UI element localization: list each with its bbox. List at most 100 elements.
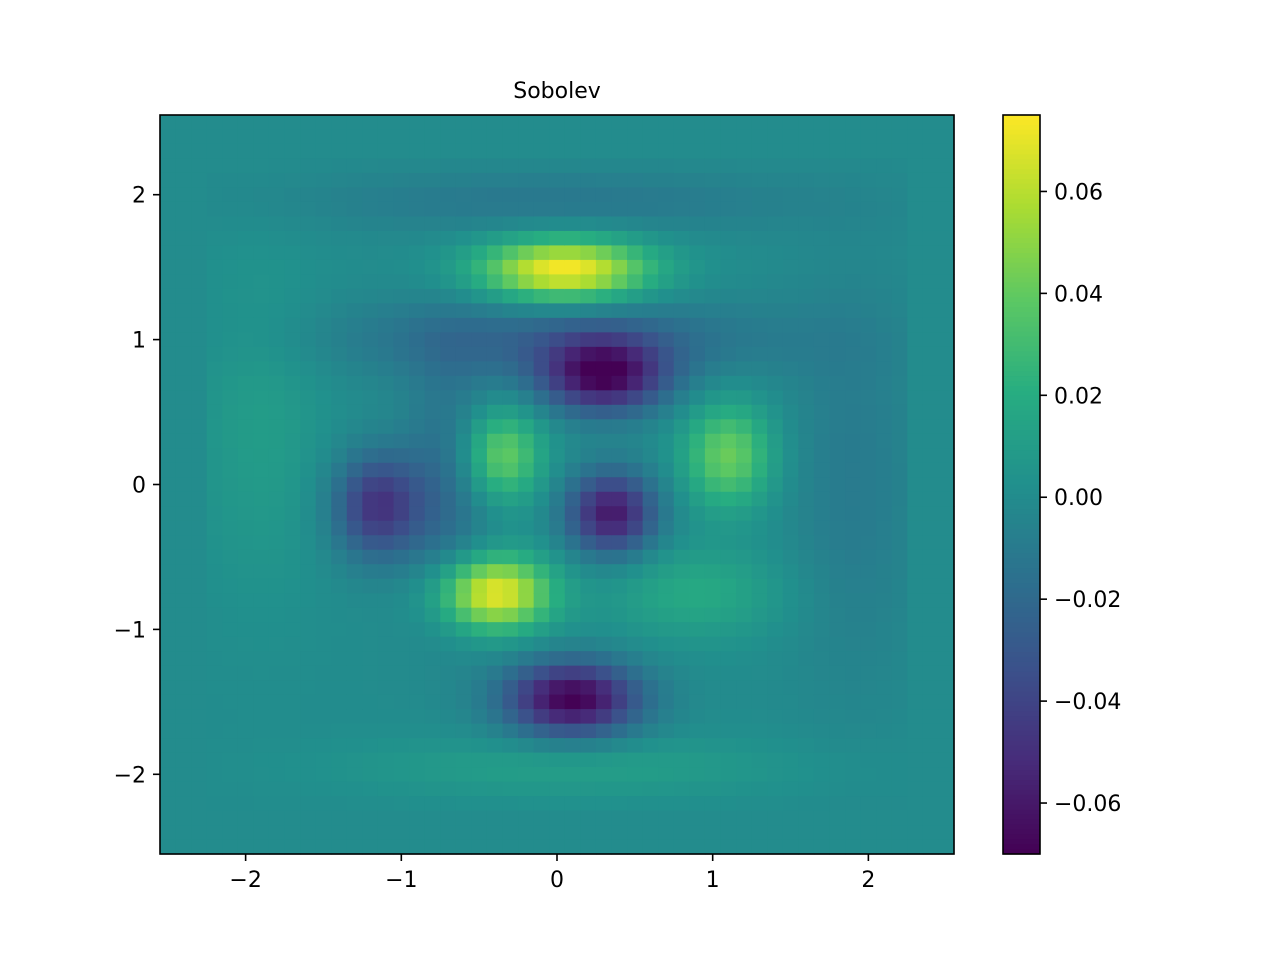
heatmap-cell — [813, 288, 831, 304]
heatmap-cell — [409, 738, 426, 754]
heatmap-cell — [346, 622, 363, 638]
heatmap-cell — [440, 433, 457, 449]
heatmap-cell — [689, 622, 706, 638]
heatmap-cell — [175, 259, 192, 275]
heatmap-cell — [222, 506, 239, 522]
heatmap-cell — [907, 535, 924, 551]
heatmap-cell — [751, 796, 768, 812]
heatmap-cell — [564, 491, 581, 507]
heatmap-cell — [486, 622, 504, 638]
heatmap-cell — [175, 506, 192, 522]
heatmap-cell — [409, 752, 426, 768]
colorbar-segment — [1003, 440, 1040, 446]
heatmap-cell — [673, 404, 690, 420]
heatmap-cell — [268, 535, 286, 551]
heatmap-cell — [611, 375, 628, 391]
heatmap-cell — [673, 636, 690, 652]
heatmap-cell — [751, 346, 768, 362]
heatmap-cell — [829, 332, 846, 348]
heatmap-cell — [595, 839, 613, 855]
heatmap-cell — [891, 332, 908, 348]
heatmap-cell — [813, 651, 831, 667]
heatmap-cell — [704, 767, 722, 783]
heatmap-cell — [455, 825, 472, 841]
heatmap-cell — [720, 317, 737, 333]
heatmap-cell — [533, 564, 550, 580]
heatmap-cell — [922, 303, 940, 319]
heatmap-cell — [845, 578, 862, 594]
heatmap-cell — [922, 375, 940, 391]
heatmap-cell — [658, 593, 675, 609]
heatmap-cell — [206, 303, 223, 319]
heatmap-cell — [611, 404, 628, 420]
heatmap-cell — [782, 187, 799, 203]
heatmap-cell — [876, 332, 893, 348]
heatmap-cell — [191, 477, 208, 493]
heatmap-cell — [222, 390, 239, 406]
heatmap-cell — [704, 694, 722, 710]
heatmap-cell — [486, 810, 504, 826]
heatmap-cell — [595, 115, 613, 131]
heatmap-cell — [876, 752, 893, 768]
heatmap-cell — [751, 564, 768, 580]
colorbar-segment — [1003, 257, 1040, 264]
heatmap-cell — [253, 593, 270, 609]
heatmap-cell — [191, 665, 208, 681]
heatmap-cell — [362, 390, 379, 406]
heatmap-cell — [518, 578, 535, 594]
heatmap-cell — [611, 346, 628, 362]
heatmap-cell — [642, 665, 659, 681]
heatmap-cell — [891, 738, 908, 754]
heatmap-cell — [813, 680, 831, 696]
heatmap-cell — [518, 636, 535, 652]
heatmap-cell — [409, 317, 426, 333]
heatmap-cell — [813, 303, 831, 319]
heatmap-cell — [268, 839, 286, 855]
heatmap-cell — [502, 607, 519, 623]
heatmap-cell — [160, 593, 177, 609]
heatmap-cell — [720, 636, 737, 652]
heatmap-cell — [424, 201, 441, 218]
heatmap-cell — [782, 303, 799, 319]
y-tick-label: −2 — [114, 763, 146, 788]
heatmap-cell — [595, 723, 613, 739]
heatmap-cell — [564, 694, 581, 710]
heatmap-cell — [798, 288, 815, 304]
heatmap-cell — [331, 115, 348, 131]
heatmap-cell — [284, 317, 301, 333]
heatmap-cell — [253, 825, 270, 841]
heatmap-cell — [549, 390, 566, 406]
heatmap-cell — [284, 694, 301, 710]
heatmap-cell — [362, 115, 379, 131]
heatmap-cell — [813, 129, 831, 145]
heatmap-cell — [658, 723, 675, 739]
heatmap-cell — [206, 448, 223, 464]
heatmap-cell — [486, 825, 504, 841]
heatmap-cell — [720, 767, 737, 783]
heatmap-cell — [907, 680, 924, 696]
heatmap-cell — [486, 549, 504, 565]
heatmap-cell — [409, 158, 426, 174]
colorbar-segment — [1003, 632, 1040, 638]
heatmap-cell — [658, 491, 675, 507]
heatmap-cell — [627, 433, 644, 449]
heatmap-cell — [268, 390, 286, 406]
heatmap-cell — [284, 216, 301, 232]
heatmap-cell — [222, 491, 239, 507]
heatmap-cell — [160, 390, 177, 406]
colorbar-segment — [1003, 528, 1040, 535]
heatmap-cell — [502, 636, 519, 652]
heatmap-cell — [237, 216, 255, 232]
heatmap-cell — [331, 506, 348, 522]
heatmap-cell — [175, 520, 192, 536]
heatmap-cell — [673, 346, 690, 362]
heatmap-cell — [751, 738, 768, 754]
heatmap-cell — [751, 825, 768, 841]
heatmap-cell — [549, 709, 566, 725]
heatmap-cell — [720, 593, 737, 609]
heatmap-cell — [409, 375, 426, 391]
heatmap-cell — [191, 404, 208, 420]
heatmap-cell — [689, 651, 706, 667]
heatmap-cell — [206, 158, 223, 174]
heatmap-cell — [767, 259, 784, 275]
